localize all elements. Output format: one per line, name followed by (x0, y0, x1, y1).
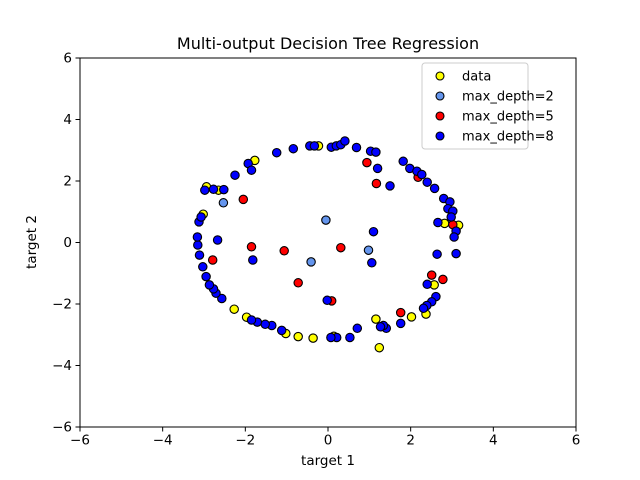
point-max_depth=8 (309, 141, 320, 151)
point-max_depth=8 (418, 303, 429, 314)
point-max_depth=8 (288, 143, 299, 154)
point-max_depth=8 (398, 156, 408, 167)
point-max_depth=8 (371, 147, 381, 157)
point-max_depth=5 (426, 270, 437, 280)
point-max_depth=8 (367, 258, 377, 268)
point-data (371, 314, 381, 324)
point-max_depth=8 (429, 183, 440, 194)
point-max_depth=8 (193, 240, 203, 250)
point-max_depth=5 (371, 178, 382, 189)
point-max_depth=8 (417, 169, 427, 180)
point-max_depth=8 (446, 212, 456, 222)
point-max_depth=8 (246, 165, 257, 175)
point-data (308, 333, 318, 343)
point-max_depth=8 (368, 226, 379, 237)
point-max_depth=5 (207, 255, 218, 265)
point-max_depth=2 (218, 198, 229, 208)
point-max_depth=8 (345, 332, 355, 343)
point-max_depth=8 (208, 184, 219, 195)
legend-frame (421, 62, 529, 150)
point-max_depth=8 (372, 163, 383, 174)
y-tick-label: −4 (52, 358, 72, 374)
legend-marker-max_depth=2 (435, 91, 445, 101)
point-max_depth=8 (260, 319, 270, 330)
point-max_depth=2 (321, 215, 331, 225)
chart-title: Multi-output Decision Tree Regression (177, 34, 479, 53)
point-max_depth=5 (279, 246, 289, 256)
point-max_depth=8 (352, 323, 363, 334)
legend-label-data: data (462, 70, 491, 85)
point-max_depth=8 (194, 250, 205, 260)
x-axis-label: target 1 (301, 453, 355, 469)
point-max_depth=8 (422, 177, 432, 187)
legend: data max_depth=2 max_depth=5 max_depth=8 (421, 62, 554, 150)
y-axis-label: target 2 (24, 215, 40, 269)
point-max_depth=8 (433, 217, 443, 228)
point-max_depth=8 (340, 136, 350, 146)
point-max_depth=5 (362, 157, 372, 168)
x-tick-label: 4 (489, 433, 498, 449)
y-tick-label: −2 (52, 297, 72, 313)
y-tick-label: −6 (52, 420, 72, 436)
point-max_depth=8 (375, 322, 386, 332)
point-max_depth=5 (395, 307, 406, 318)
point-max_depth=8 (422, 279, 432, 290)
legend-label-max_depth=5: max_depth=5 (462, 110, 554, 125)
point-max_depth=8 (449, 232, 459, 242)
point-max_depth=8 (212, 235, 223, 245)
scatter-points (192, 136, 464, 353)
point-max_depth=8 (246, 315, 257, 325)
point-data (229, 304, 239, 314)
point-max_depth=5 (246, 242, 257, 252)
point-max_depth=5 (293, 278, 303, 288)
y-tick-label: 4 (63, 112, 72, 128)
x-tick-label: 6 (572, 433, 581, 449)
legend-marker-max_depth=5 (435, 111, 445, 121)
point-max_depth=8 (217, 293, 227, 304)
x-tick-label: 0 (324, 433, 333, 449)
point-data (293, 331, 303, 342)
y-tick-label: 0 (63, 235, 72, 251)
legend-marker-data (435, 71, 445, 81)
legend-label-max_depth=2: max_depth=2 (462, 90, 554, 105)
legend-label-max_depth=8: max_depth=8 (462, 130, 554, 145)
point-max_depth=8 (200, 185, 210, 195)
point-max_depth=8 (351, 142, 362, 153)
point-max_depth=8 (276, 325, 287, 336)
point-max_depth=8 (322, 295, 332, 306)
legend-marker-max_depth=8 (435, 131, 445, 141)
x-tick-label: 2 (406, 433, 415, 449)
point-max_depth=8 (201, 271, 211, 282)
point-max_depth=8 (248, 255, 258, 265)
x-tick-label: −4 (153, 433, 173, 449)
point-max_depth=8 (192, 232, 203, 242)
point-max_depth=8 (204, 280, 215, 290)
point-max_depth=8 (395, 318, 406, 329)
point-max_depth=2 (363, 245, 374, 255)
point-max_depth=2 (306, 257, 316, 267)
point-max_depth=8 (196, 212, 206, 222)
y-tick-label: 2 (63, 174, 72, 190)
point-max_depth=8 (326, 332, 336, 343)
point-max_depth=8 (451, 248, 461, 259)
point-max_depth=5 (336, 242, 346, 253)
point-max_depth=8 (230, 170, 240, 180)
point-data (374, 342, 385, 353)
point-max_depth=5 (238, 194, 249, 205)
point-max_depth=8 (271, 147, 282, 158)
point-max_depth=8 (219, 184, 229, 195)
point-max_depth=8 (432, 249, 442, 259)
x-tick-label: −6 (70, 433, 90, 449)
y-tick-label: 6 (63, 51, 72, 67)
x-tick-label: −2 (235, 433, 255, 449)
axis-ticks: −6 −4 −2 0 2 4 6 −6 −4 −2 0 2 4 6 (52, 51, 580, 449)
point-max_depth=5 (438, 274, 448, 285)
point-max_depth=8 (198, 262, 208, 272)
point-data (406, 312, 417, 322)
point-max_depth=8 (385, 181, 395, 191)
